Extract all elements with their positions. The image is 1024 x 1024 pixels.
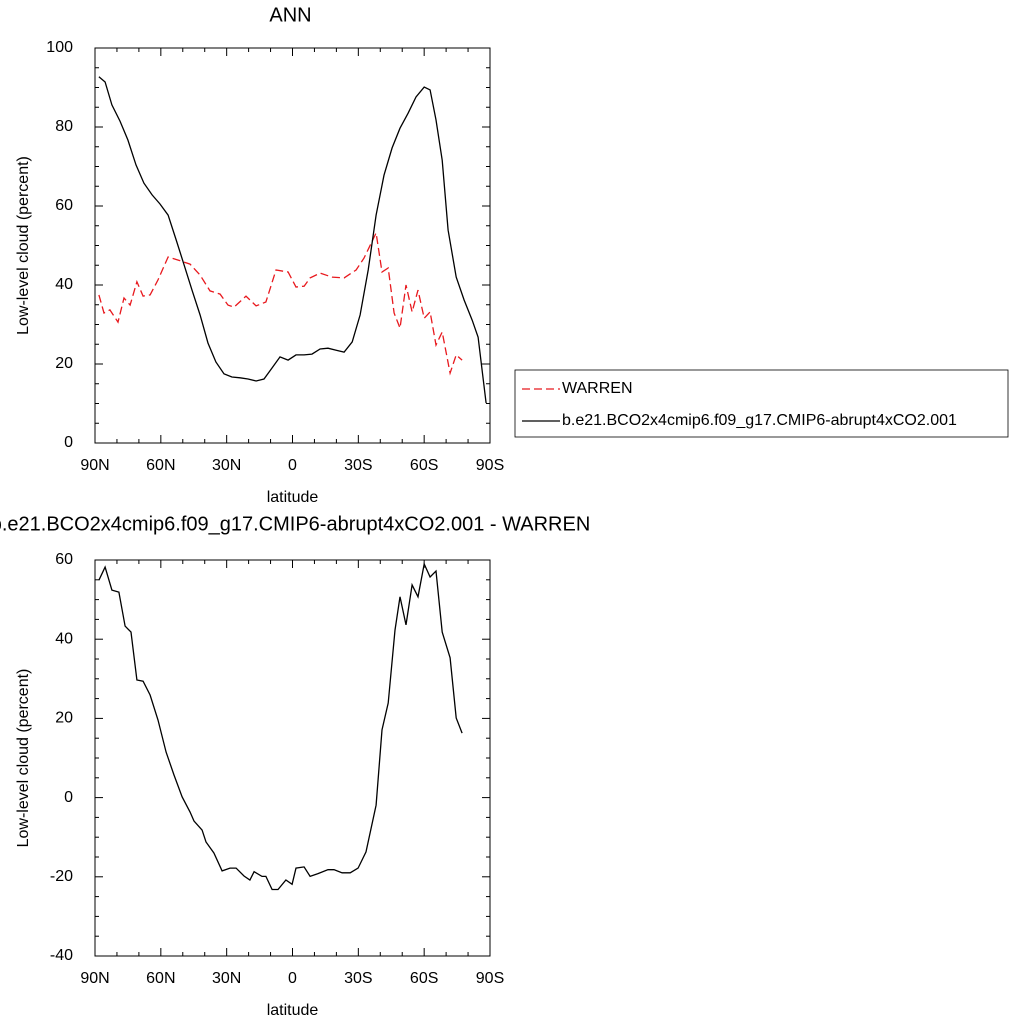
y-tick-label: 0 — [64, 434, 73, 451]
x-axis-label: latitude — [267, 489, 319, 506]
x-tick-label: 90S — [476, 457, 504, 474]
y-axis-label: Low-level cloud (percent) — [15, 669, 32, 848]
plot-frame — [94, 559, 491, 957]
chart-title: ANN — [269, 4, 311, 26]
x-tick-label: 0 — [288, 457, 297, 474]
y-tick-label: 60 — [55, 551, 73, 568]
chart-title: b.e21.BCO2x4cmip6.f09_g17.CMIP6-abrupt4x… — [0, 513, 590, 535]
x-tick-label: 60S — [410, 457, 438, 474]
y-tick-label: 100 — [46, 39, 73, 56]
y-axis-label: Low-level cloud (percent) — [15, 156, 32, 335]
x-axis-label: latitude — [267, 1002, 319, 1019]
x-tick-label: 30S — [344, 457, 372, 474]
x-tick-label: 60S — [410, 970, 438, 987]
x-tick-label: 60N — [146, 457, 175, 474]
data-line — [98, 76, 487, 404]
y-tick-label: 20 — [55, 710, 73, 727]
y-tick-label: 60 — [55, 197, 73, 214]
y-tick-label: 80 — [55, 118, 73, 135]
x-tick-label: 60N — [146, 970, 175, 987]
x-tick-label: 30N — [212, 457, 241, 474]
y-tick-label: 0 — [64, 789, 73, 806]
y-tick-label: 20 — [55, 355, 73, 372]
plot-frame — [94, 47, 491, 444]
x-tick-label: 30N — [212, 970, 241, 987]
data-line — [98, 561, 463, 891]
legend-label: b.e21.BCO2x4cmip6.f09_g17.CMIP6-abrupt4x… — [562, 412, 957, 429]
y-tick-label: -20 — [50, 868, 73, 885]
data-line — [98, 230, 463, 376]
x-tick-label: 30S — [344, 970, 372, 987]
legend-label: WARREN — [562, 380, 633, 397]
y-tick-label: 40 — [55, 276, 73, 293]
legend-box — [514, 369, 1009, 438]
y-tick-label: 40 — [55, 630, 73, 647]
x-tick-label: 90N — [80, 457, 109, 474]
x-tick-label: 0 — [288, 970, 297, 987]
y-tick-label: -40 — [50, 947, 73, 964]
x-tick-label: 90S — [476, 970, 504, 987]
x-tick-label: 90N — [80, 970, 109, 987]
